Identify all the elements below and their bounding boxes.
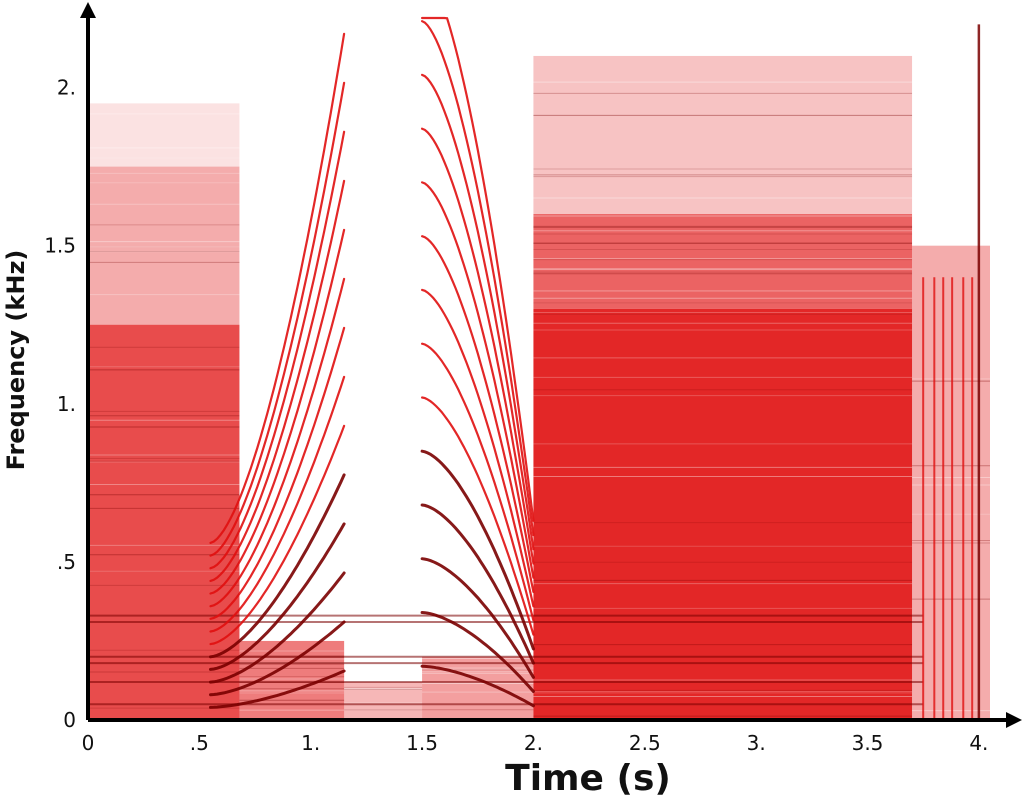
harmonic-line — [421, 127, 535, 565]
harmonic-line — [209, 473, 346, 659]
energy-region — [88, 166, 240, 325]
x-tick-label: 4. — [969, 731, 988, 755]
harmonic-line — [421, 288, 535, 608]
y-tick-label: 1.5 — [44, 234, 76, 258]
harmonic-line — [421, 396, 535, 636]
y-axis-arrow — [80, 2, 96, 18]
x-tick-label: 2.5 — [629, 731, 661, 755]
energy-region — [344, 682, 423, 720]
harmonic-line — [209, 32, 346, 544]
harmonic-line — [421, 16, 535, 522]
harmonic-line — [209, 228, 346, 595]
x-tick-label: 0 — [82, 731, 95, 755]
harmonic-line — [421, 235, 535, 593]
energy-region — [912, 245, 990, 721]
harmonic-line — [209, 326, 346, 620]
x-tick-label: 3.5 — [852, 731, 884, 755]
harmonic-line — [209, 179, 346, 582]
y-axis-ticks: 0 .5 1. 1.5 2. — [44, 76, 76, 732]
harmonic-line — [420, 664, 535, 708]
x-tick-label: 1.5 — [406, 731, 438, 755]
harmonic-line — [209, 424, 346, 646]
harmonic-line — [209, 375, 346, 633]
energy-region — [533, 214, 913, 309]
harmonic-line — [421, 73, 535, 551]
harmonic-line — [209, 571, 346, 684]
spectrogram-intensity-layer — [88, 55, 990, 721]
harmonic-line — [420, 503, 535, 665]
x-axis-arrow — [1006, 712, 1022, 728]
y-axis-title: Frequency (kHz) — [2, 250, 30, 471]
harmonic-line — [209, 669, 346, 709]
harmonic-line — [421, 20, 535, 537]
harmonic-line — [209, 81, 346, 557]
x-tick-label: 3. — [747, 731, 766, 755]
x-axis-title: Time (s) — [505, 758, 671, 799]
energy-region — [422, 656, 534, 720]
energy-region — [88, 103, 240, 167]
axes — [80, 2, 1022, 728]
harmonic-line — [420, 611, 535, 693]
harmonic-line — [420, 449, 535, 651]
y-tick-label: 0 — [63, 708, 76, 732]
harmonic-line — [421, 181, 535, 579]
x-tick-label: .5 — [190, 731, 209, 755]
harmonic-line — [421, 342, 535, 622]
harmonic-line — [209, 620, 346, 697]
energy-region — [533, 55, 913, 215]
harmonic-sweeps-layer — [209, 16, 535, 709]
harmonic-line — [209, 277, 346, 608]
harmonic-line — [209, 522, 346, 671]
x-tick-label: 1. — [301, 731, 320, 755]
x-axis-ticks: 0 .5 1. 1.5 2. 2.5 3. 3.5 4. — [82, 731, 989, 755]
energy-region — [88, 324, 240, 720]
energy-region — [533, 308, 913, 720]
y-tick-label: 1. — [57, 392, 76, 416]
y-tick-label: .5 — [57, 550, 76, 574]
vertical-transients-layer — [922, 24, 981, 720]
harmonic-line — [209, 130, 346, 570]
x-tick-label: 2. — [524, 731, 543, 755]
harmonic-line — [420, 557, 535, 679]
y-tick-label: 2. — [57, 76, 76, 100]
